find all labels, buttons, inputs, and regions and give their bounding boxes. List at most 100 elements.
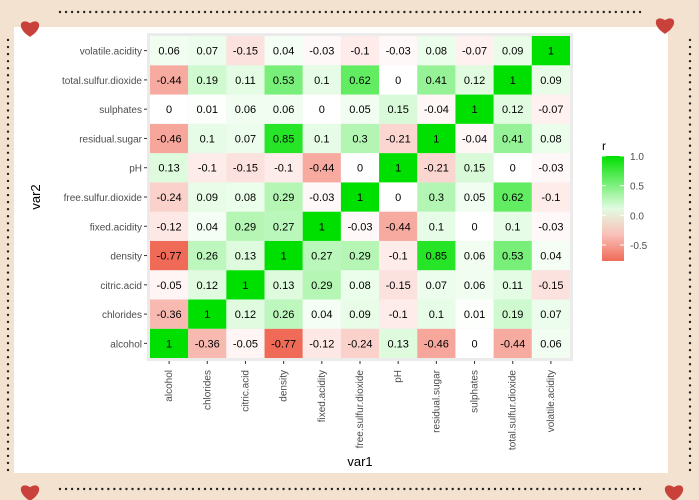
heatmap-cell [188,328,227,358]
frame-dot [688,306,692,310]
cell-value-label: 1 [471,104,477,116]
cell-value-label: -0.03 [309,46,334,58]
legend-tick-label: 1.0 [630,152,644,163]
heatmap-cell [379,270,418,300]
frame-dot [6,447,10,451]
y-tick-label: density [110,252,142,263]
cell-value-label: 0.07 [540,309,561,321]
y-tick-label: free.sulfur.dioxide [64,193,143,204]
cell-value-label: 0.13 [235,251,256,263]
frame-dot [6,299,10,303]
frame-dot [445,487,448,491]
heatmap-cell [188,36,227,66]
heatmap-cell [188,270,227,300]
frame-dot [6,74,10,77]
frame-dot [149,10,152,14]
frame-dot [451,10,454,14]
frame-dot [688,440,692,444]
heatmap-cell [302,328,341,358]
frame-dot [6,102,10,105]
frame-dot [620,487,624,491]
frame-dot [688,264,692,267]
cell-value-label: -0.77 [271,338,296,350]
frame-dot [6,370,10,373]
heatmap-cell [531,270,570,300]
frame-dot [688,193,692,197]
x-tick-label: free.sulfur.dioxide [355,370,366,449]
frame-dot [688,384,692,387]
cell-value-label: 0.27 [311,251,332,263]
cell-value-label: 0.11 [235,75,256,87]
frame-dot [312,10,315,14]
cell-value-label: -0.46 [424,338,449,350]
frame-dot [487,10,491,14]
cell-value-label: -0.1 [274,163,293,175]
cell-value-label: 0.09 [349,309,370,321]
legend-title: r [602,139,606,153]
frame-dot [161,10,164,14]
heatmap-cell [188,240,227,271]
heatmap-cell [302,65,341,95]
frame-dot [433,10,436,14]
frame-dot [6,320,10,324]
frame-dot [306,487,309,491]
frame-dot [688,52,692,56]
frame-dot [294,487,297,491]
x-axis-title: var1 [347,454,372,469]
frame-dot [240,10,243,14]
cell-value-label: -0.46 [157,133,182,145]
heatmap-cell [188,123,227,154]
frame-dot [58,487,62,491]
frame-dot [6,363,10,366]
heatmap-cell [379,123,418,154]
frame-dot [360,10,364,14]
heatmap-cell [150,328,189,358]
cell-value-label: 0.04 [197,221,218,233]
frame-dot [688,137,692,140]
heatmap-cell [340,123,380,154]
heatmap-cell [264,240,303,271]
frame-dot [439,10,442,14]
cell-value-label: 0.29 [349,251,370,263]
frame-dot [542,10,545,14]
frame-dot [688,179,692,183]
frame-dot [270,10,273,14]
y-tick-label: alcohol [110,339,142,350]
cell-value-label: 0.06 [273,104,294,116]
cell-value-label: 0.15 [387,104,408,116]
cell-value-label: -0.05 [157,280,182,292]
frame-dot [336,487,340,491]
frame-dot [215,487,219,491]
frame-dot [330,487,334,491]
y-tick-label: fixed.acidity [90,222,142,233]
cell-value-label: 0.1 [314,75,329,87]
frame-dot [469,487,473,491]
frame-dot [6,412,10,415]
frame-dot [457,487,460,491]
cell-value-label: 0.05 [464,192,485,204]
heatmap-cell [226,182,265,212]
frame-dot [379,10,382,14]
frame-dot [282,487,285,491]
frame-dot [542,487,545,491]
cell-value-label: 0 [395,192,401,204]
y-tick-label: sulphates [99,105,142,116]
frame-dot [445,10,448,14]
frame-dot [6,391,10,394]
heatmap-cell [150,182,189,212]
cell-value-label: 0.06 [235,104,256,116]
cell-value-label: 0.04 [540,251,561,263]
cell-value-label: 1 [510,75,516,87]
frame-dot [439,487,442,491]
cell-value-label: 0.06 [464,251,485,263]
frame-dot [572,10,575,14]
cell-value-label: -0.03 [347,221,372,233]
x-tick-label: volatile.acidity [546,370,557,432]
frame-dot [137,10,140,14]
frame-dot [688,285,692,288]
frame-dot [234,487,237,491]
frame-dot [227,10,231,14]
frame-dot [608,10,611,14]
frame-dot [505,487,509,491]
